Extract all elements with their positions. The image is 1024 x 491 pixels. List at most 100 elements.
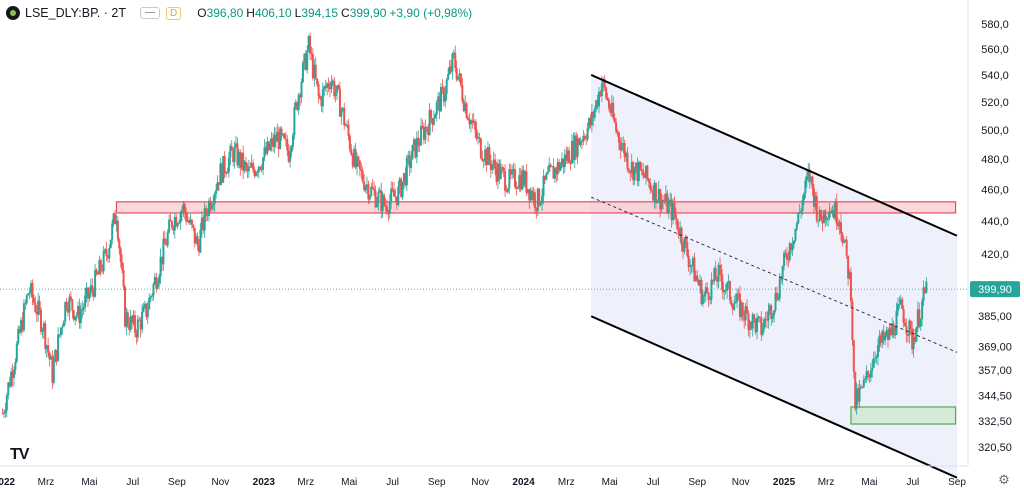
candle-body [439, 87, 442, 112]
candle-body [430, 109, 433, 119]
candle-body [660, 199, 663, 210]
candle-body [281, 133, 284, 136]
candle-body [12, 369, 15, 379]
candle-body [368, 195, 371, 200]
candle-body [896, 304, 899, 312]
low-label: L [294, 6, 302, 20]
candle-body [121, 262, 124, 270]
candle-body [834, 201, 837, 219]
candle-body [734, 301, 737, 304]
candle-body [531, 190, 534, 200]
candle-body [553, 168, 556, 179]
tradingview-logo-icon[interactable]: TV [10, 446, 29, 463]
candle-body [852, 340, 855, 372]
candle-body [54, 349, 57, 363]
candle-body [539, 202, 542, 206]
candle-body [383, 194, 386, 206]
candle-body [629, 171, 632, 174]
candle-body [273, 134, 276, 147]
y-tick-label: 480,0 [981, 154, 1009, 166]
candle-body [485, 149, 488, 166]
candle-body [173, 216, 176, 231]
candle-body [101, 270, 104, 272]
candle-body [118, 239, 121, 249]
candle-body [566, 150, 569, 161]
candle-body [407, 155, 410, 158]
candle-body [75, 315, 78, 317]
candle-body [697, 280, 700, 286]
candle-body [215, 190, 218, 194]
candle-body [583, 136, 586, 139]
candle-body [753, 314, 756, 320]
candle-body [551, 166, 554, 168]
candle-body [410, 159, 413, 168]
candle-body [925, 281, 928, 293]
candle-body [878, 335, 881, 346]
x-tick-label: Mrz [38, 477, 55, 488]
candle-body [333, 80, 336, 97]
candle-body [209, 200, 212, 210]
candle-body [848, 272, 851, 279]
candle-body [385, 206, 388, 213]
x-tick-label: Mai [861, 477, 877, 488]
x-tick-label: Nov [471, 477, 489, 488]
candle-body [415, 137, 418, 158]
candle-body [677, 229, 680, 236]
candle-body [42, 323, 45, 331]
candle-body [225, 172, 228, 174]
candle-body [891, 323, 894, 335]
candle-body [457, 76, 460, 80]
candle-body [727, 281, 730, 283]
candle-body [92, 290, 95, 297]
gear-icon[interactable]: ⚙ [998, 472, 1010, 487]
candle-body [640, 169, 643, 171]
candle-body [226, 171, 229, 174]
candle-body [294, 102, 297, 108]
candle-body [775, 292, 778, 300]
candle-body [189, 219, 192, 224]
candle-body [573, 135, 576, 161]
candle-body [334, 92, 337, 97]
candle-body [644, 165, 647, 178]
candle-body [44, 323, 47, 349]
visibility-toggle-icon[interactable] [139, 7, 160, 19]
candle-body [726, 282, 729, 291]
candle-body [116, 220, 119, 240]
candle-body [448, 66, 451, 75]
candle-body [605, 87, 608, 98]
candle-body [227, 157, 230, 172]
candle-body [526, 189, 529, 193]
candle-body [344, 125, 347, 126]
candle-body [622, 143, 625, 146]
candle-body [683, 237, 686, 252]
candle-body [272, 138, 275, 147]
candle-body [777, 298, 780, 300]
data-badge[interactable]: D [165, 6, 182, 20]
x-tick-label: Sep [428, 477, 446, 488]
candle-body [337, 85, 340, 89]
candle-body [899, 299, 902, 304]
candle-body [1, 413, 4, 415]
candle-body [360, 168, 363, 172]
candle-body [202, 217, 205, 231]
candle-body [142, 306, 145, 312]
candle-body [380, 190, 383, 212]
candle-body [179, 213, 182, 223]
candle-body [51, 356, 54, 383]
candle-body [193, 227, 196, 244]
candle-body [821, 219, 824, 224]
candle-body [98, 259, 101, 275]
x-tick-label: Mrz [818, 477, 835, 488]
x-tick-label: Mrz [558, 477, 575, 488]
candle-body [106, 256, 109, 259]
candle-body [64, 302, 67, 322]
candle-body [52, 362, 55, 383]
candle-body [579, 141, 582, 145]
candle-body [505, 190, 508, 192]
x-tick-label: Sep [168, 477, 186, 488]
candle-body [617, 132, 620, 143]
candle-body [738, 293, 741, 317]
candle-body [291, 135, 294, 147]
symbol-title[interactable]: LSE_DLY:BP. · 2T [25, 6, 126, 20]
